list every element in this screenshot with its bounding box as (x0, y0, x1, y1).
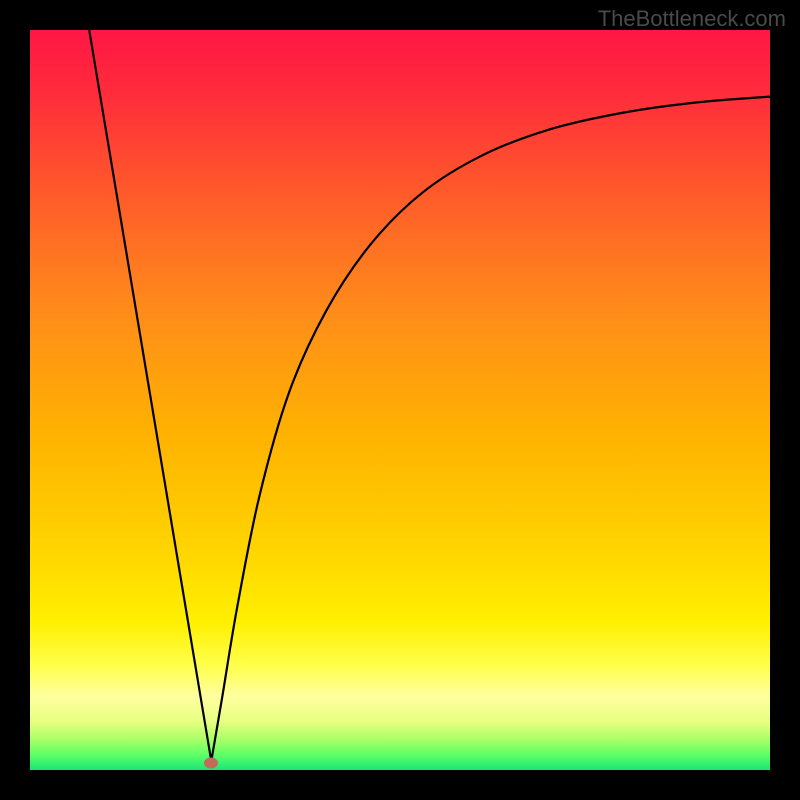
plot-area (30, 30, 770, 770)
bottleneck-curve (30, 30, 770, 770)
chart-container: TheBottleneck.com (0, 0, 800, 800)
optimal-point-marker (204, 758, 218, 769)
watermark-text: TheBottleneck.com (598, 6, 786, 32)
